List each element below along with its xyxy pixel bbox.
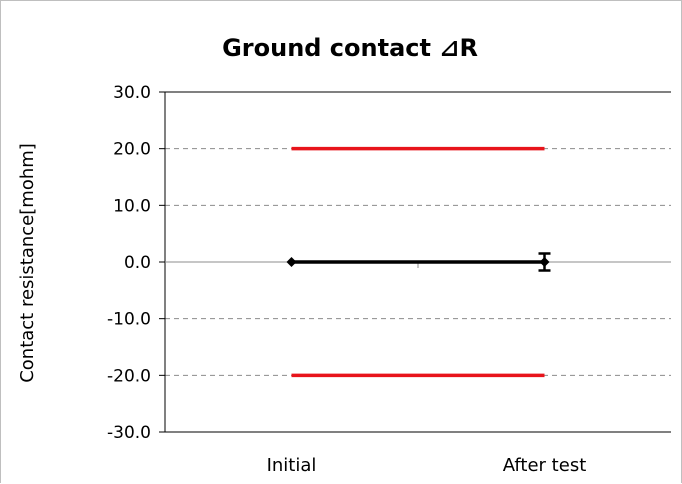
y-tick-label: 30.0 [113, 83, 151, 103]
x-category-label: After test [503, 455, 587, 476]
y-tick-labels: 30.0 20.0 10.0 0.0 -10.0 -20.0 -30.0 [107, 83, 151, 443]
y-tick-label: 20.0 [113, 140, 151, 160]
x-category-label: Initial [267, 455, 317, 476]
chart-title: Ground contact ⊿R [222, 34, 478, 62]
y-tick-label: 0.0 [124, 253, 151, 273]
data-point-marker [286, 257, 297, 267]
y-tick-label: -20.0 [107, 366, 151, 386]
y-tick-label: 10.0 [113, 196, 151, 216]
y-tick-label: -30.0 [107, 423, 151, 443]
series [286, 146, 551, 378]
data-point-marker [539, 257, 550, 267]
x-category-labels: Initial After test [267, 455, 587, 476]
y-axis-label: Contact resistance[mohm] [17, 143, 38, 383]
y-tick-label: -10.0 [107, 310, 151, 330]
